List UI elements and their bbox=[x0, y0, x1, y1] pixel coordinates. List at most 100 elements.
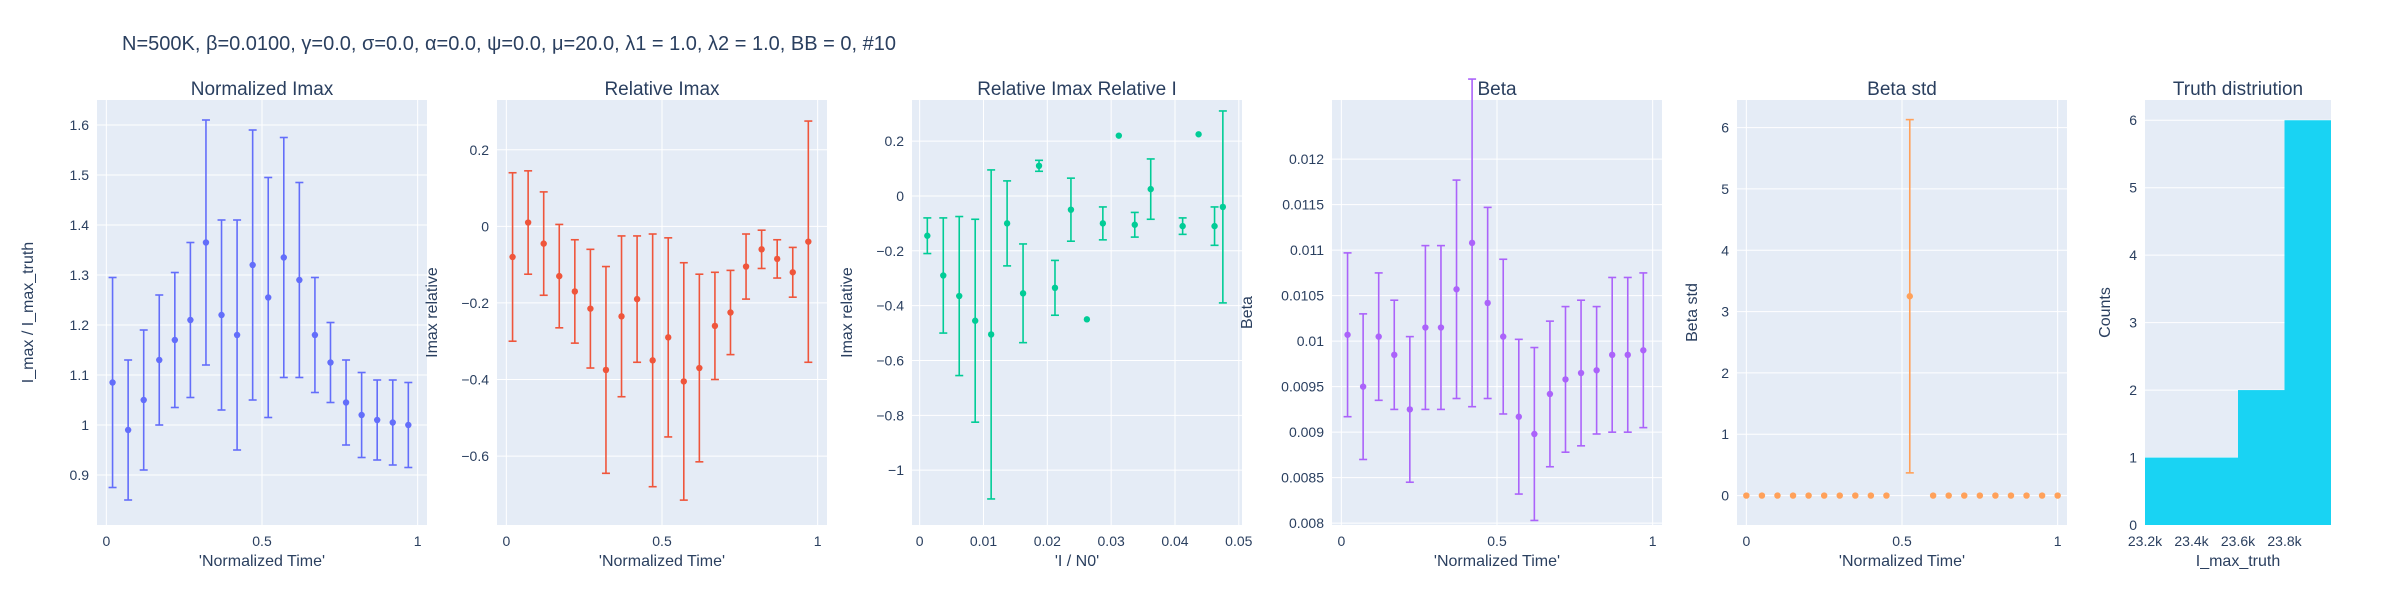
data-point bbox=[1468, 239, 1476, 247]
y-tick-label: 3 bbox=[1721, 304, 1729, 320]
y-tick-label: 0.009 bbox=[1289, 424, 1324, 440]
y-tick-label: 0.012 bbox=[1289, 151, 1324, 167]
chart-title: Relative Imax bbox=[604, 79, 720, 100]
y-tick-label: 0.9 bbox=[70, 467, 90, 483]
y-axis-label: Beta std bbox=[1684, 283, 1701, 342]
data-point bbox=[633, 295, 641, 303]
data-point bbox=[1219, 203, 1227, 211]
data-point bbox=[1344, 331, 1351, 338]
chart-panel-p2: −0.6 −0.4 −0.2 0 0.2 0 0.5 1 Relative Imax 'Norma… bbox=[424, 79, 827, 570]
data-point bbox=[296, 276, 303, 284]
y-tick-label: 1.1 bbox=[70, 367, 90, 383]
x-tick-label: 23.2k bbox=[2128, 533, 2163, 549]
y-tick-label: 0.011 bbox=[1290, 242, 1324, 258]
y-tick-label: 0 bbox=[896, 188, 904, 204]
data-point bbox=[1115, 132, 1123, 139]
data-point bbox=[109, 379, 116, 386]
data-point bbox=[1883, 492, 1890, 499]
data-point bbox=[2023, 492, 2030, 499]
data-point bbox=[1640, 347, 1647, 354]
data-point bbox=[373, 416, 381, 424]
data-point bbox=[265, 294, 272, 301]
data-point bbox=[1774, 492, 1781, 499]
x-axis-label: 'Normalized Time' bbox=[199, 553, 325, 570]
y-tick-label: 0.2 bbox=[885, 133, 905, 149]
data-point bbox=[2038, 492, 2046, 499]
y-tick-label: −0.8 bbox=[876, 407, 904, 423]
y-tick-label: 0.0085 bbox=[1281, 470, 1324, 486]
data-point bbox=[571, 288, 579, 295]
data-point bbox=[987, 331, 995, 338]
y-tick-label: 2 bbox=[1721, 365, 1729, 381]
x-axis-label: 'Normalized Time' bbox=[599, 553, 725, 570]
x-tick-label: 0.02 bbox=[1034, 533, 1061, 549]
x-tick-label: 0.5 bbox=[252, 533, 272, 549]
data-point bbox=[1035, 162, 1043, 170]
data-point bbox=[1976, 492, 1984, 499]
data-point bbox=[2054, 492, 2061, 499]
y-axis-label: Beta bbox=[1239, 296, 1256, 329]
data-point bbox=[524, 219, 532, 226]
chart-title: Truth distriution bbox=[2173, 79, 2303, 100]
data-point bbox=[1083, 316, 1091, 323]
data-point bbox=[1992, 492, 1999, 499]
data-point bbox=[509, 253, 516, 261]
x-tick-label: 0.5 bbox=[652, 533, 672, 549]
data-point bbox=[1929, 492, 1937, 499]
x-tick-label: 1 bbox=[2054, 533, 2062, 549]
data-point bbox=[1867, 492, 1875, 499]
data-point bbox=[1961, 492, 1968, 499]
x-tick-label: 0.5 bbox=[1892, 533, 1912, 549]
data-point bbox=[1562, 376, 1569, 383]
data-point bbox=[742, 263, 750, 270]
data-point bbox=[1195, 131, 1202, 138]
x-tick-label: 1 bbox=[814, 533, 822, 549]
histogram-bar-1 bbox=[2238, 390, 2285, 525]
data-point bbox=[156, 356, 163, 364]
y-tick-label: 0.0095 bbox=[1281, 379, 1324, 395]
y-tick-label: 4 bbox=[1721, 242, 1729, 258]
chart-panel-p5: 0 1 2 3 4 5 6 0 0.5 1 Beta std 'Normalized Time' Bet… bbox=[1684, 79, 2067, 570]
x-tick-label: 0.03 bbox=[1098, 533, 1125, 549]
chart-panel-p4: 0.008 0.0085 0.009 0.0095 0.01 0.0105 0.011 0.0… bbox=[1239, 78, 1662, 570]
y-tick-label: 1.4 bbox=[70, 217, 90, 233]
data-point bbox=[1099, 220, 1107, 227]
y-tick-label: 1.5 bbox=[70, 167, 90, 183]
chart-panel-p1: 0.9 1 1.1 1.2 1.3 1.4 1.5 1.6 0 0.5 1 Normalized Im… bbox=[20, 79, 427, 570]
data-point bbox=[389, 419, 396, 426]
y-tick-label: 0.0115 bbox=[1282, 197, 1324, 213]
chart-title: Beta std bbox=[1867, 79, 1937, 100]
y-tick-label: 0.2 bbox=[470, 142, 490, 158]
y-tick-label: 4 bbox=[2129, 247, 2137, 263]
data-point bbox=[1531, 430, 1538, 438]
x-tick-label: 0 bbox=[916, 533, 924, 549]
x-tick-label: 0.05 bbox=[1225, 533, 1252, 549]
data-point bbox=[1852, 492, 1859, 499]
data-point bbox=[1003, 220, 1011, 227]
data-point bbox=[711, 322, 719, 330]
data-point bbox=[1820, 492, 1828, 499]
data-point bbox=[587, 305, 594, 312]
data-point bbox=[1051, 284, 1059, 292]
data-point bbox=[124, 426, 132, 434]
y-tick-label: 1 bbox=[2129, 450, 2137, 466]
y-tick-label: 0.008 bbox=[1289, 515, 1324, 531]
y-tick-label: 0.01 bbox=[1297, 333, 1324, 349]
x-tick-label: 0 bbox=[102, 533, 110, 549]
data-point bbox=[1131, 221, 1138, 228]
y-tick-label: −0.6 bbox=[461, 448, 489, 464]
data-point bbox=[140, 396, 147, 404]
y-tick-label: 1.6 bbox=[70, 117, 90, 133]
data-point bbox=[1437, 324, 1445, 331]
data-point bbox=[280, 254, 287, 261]
chart-panel-p6: 0 1 2 3 4 5 6 23.2k 23.4k 23.6k 23.8k Truth distriu… bbox=[2097, 79, 2331, 570]
data-point bbox=[540, 240, 547, 247]
data-point bbox=[758, 246, 765, 253]
data-point bbox=[1019, 290, 1027, 297]
data-point bbox=[773, 255, 781, 263]
data-point bbox=[1484, 299, 1491, 307]
x-tick-label: 0.5 bbox=[1487, 533, 1507, 549]
y-tick-label: −0.4 bbox=[876, 298, 904, 314]
data-point bbox=[1608, 351, 1616, 359]
